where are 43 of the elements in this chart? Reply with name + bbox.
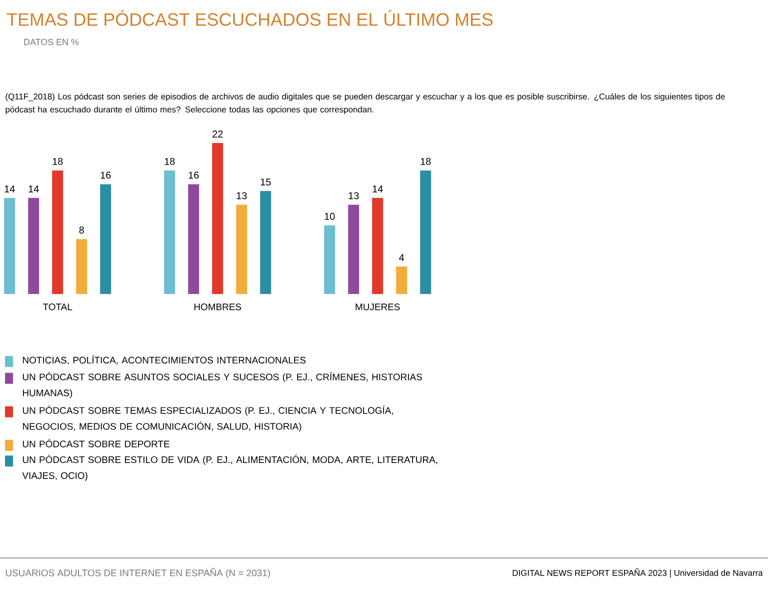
bar <box>212 143 224 294</box>
legend-label: NOTICIAS, POLÍTICA, ACONTECIMIENTOS INTERNACIONALES <box>22 355 306 365</box>
data-label: 22 <box>212 130 223 138</box>
data-label: 18 <box>52 158 63 165</box>
bar <box>164 170 176 294</box>
bar <box>348 204 360 294</box>
bar <box>396 266 408 294</box>
bar <box>4 198 16 294</box>
data-label: 4 <box>399 254 404 262</box>
data-label: 13 <box>236 192 247 200</box>
bar <box>28 198 40 294</box>
text: (Q11F_2018) Los pódcast son series de episodios de archivos de audio digitales que se pueden descargar y escuchar y a los que es posible suscribirse. ¿Cuáles de los siguientes tipos de pódcast ha escuchado durante el último mes? Seleccione todas las opciones que correspondan. <box>6 93 725 114</box>
data-label: 8 <box>79 226 84 234</box>
legend-label: UN PÓDCAST SOBRE ESTILO DE VIDA (P. EJ., ALIMENTACIÓN, MODA, ARTE, LITERATURA, VIAJES, OCIO) <box>22 454 438 481</box>
bar <box>188 184 200 294</box>
data-label: 18 <box>164 158 175 165</box>
bar <box>76 239 88 294</box>
data-label: 18 <box>420 158 431 165</box>
data-label: 14 <box>4 186 15 192</box>
data-label: 14 <box>372 186 383 192</box>
chart-title: TEMAS DE PÓDCAST ESCUCHADOS EN EL ÚLTIMO MES <box>6 10 493 26</box>
legend-label: UN PÓDCAST SOBRE TEMAS ESPECIALIZADOS (P. EJ., CIENCIA Y TECNOLOGÍA, NEGOCIOS, MEDIOS DE COMUNICACIÓN, SALUD, HISTORIA) <box>22 406 393 432</box>
data-label: 10 <box>324 212 335 220</box>
bar <box>236 204 248 294</box>
x-tick-label: HOMBRES <box>194 304 242 310</box>
bar <box>324 225 336 294</box>
x-tick-label: MUJERES <box>356 304 400 310</box>
data-label: 13 <box>348 192 359 200</box>
bar <box>372 198 384 294</box>
legend-label: UN PÓDCAST SOBRE DEPORTE <box>22 439 170 448</box>
bar <box>100 184 112 294</box>
data-label: 15 <box>260 178 271 186</box>
chart-subtitle: DATOS EN % <box>24 38 79 46</box>
x-tick-label: TOTAL <box>43 304 72 310</box>
bar <box>420 170 432 294</box>
data-label: 16 <box>100 172 111 179</box>
bar <box>52 170 64 294</box>
data-label: 14 <box>28 186 39 192</box>
data-label: 16 <box>188 172 199 179</box>
bar <box>260 191 272 294</box>
legend-label: UN PÓDCAST SOBRE ASUNTOS SOCIALES Y SUCESOS (P. EJ., CRÍMENES, HISTORIAS HUMANAS) <box>22 372 422 398</box>
text: DIGITAL NEWS REPORT ESPAÑA 2023 | Universidad de Navarra <box>512 568 763 578</box>
text: USUARIOS ADULTOS DE INTERNET EN ESPAÑA (N = 2031) <box>6 568 270 578</box>
